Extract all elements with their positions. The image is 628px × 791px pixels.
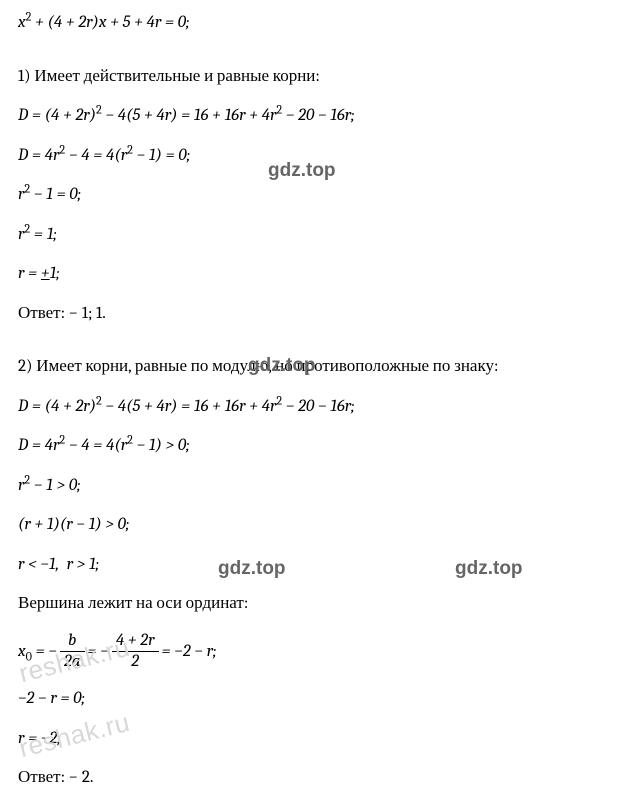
frac2-num: 4 + 2r [112, 631, 159, 652]
part1-d2: D = 4r2 − 4 = 4(r2 − 1) = 0; [18, 143, 610, 169]
part1-eq1: r2 − 1 = 0; [18, 182, 610, 208]
frac1-den: 2a [60, 652, 85, 672]
part1-eq3: r = +1; [18, 261, 610, 287]
part2-eq2: (r + 1)(r − 1) > 0; [18, 512, 610, 538]
part1-answer: Ответ: − 1; 1. [18, 301, 610, 327]
part2-vertex: Вершина лежит на оси ординат: [18, 591, 610, 617]
part2-eq4: −2 − r = 0; [18, 686, 610, 712]
part2-x0: x0 = − b 2a = − 4 + 2r 2 = −2 − r; [18, 631, 217, 673]
part2-eq1: r2 − 1 > 0; [18, 473, 610, 499]
part1-eq2: r2 = 1; [18, 222, 610, 248]
part2-d1: D = (4 + 2r)2 − 4(5 + 4r) = 16 + 16r + 4… [18, 394, 610, 420]
part2-eq5: r = −2; [18, 726, 610, 752]
frac1-num: b [60, 631, 85, 652]
part2-answer: Ответ: − 2. [18, 765, 610, 791]
part2-d2: D = 4r2 − 4 = 4(r2 − 1) > 0; [18, 433, 610, 459]
main-equation: x2 + (4 + 2r)x + 5 + 4r = 0; [18, 10, 610, 36]
part2-title: 2) Имеет корни, равные по модулю, но про… [18, 354, 610, 380]
part1-d1: D = (4 + 2r)2 − 4(5 + 4r) = 16 + 16r + 4… [18, 103, 610, 129]
frac2-den: 2 [112, 652, 159, 672]
part1-title: 1) Имеет действительные и равные корни: [18, 64, 610, 90]
part2-eq3: r < −1, r > 1; [18, 552, 610, 578]
